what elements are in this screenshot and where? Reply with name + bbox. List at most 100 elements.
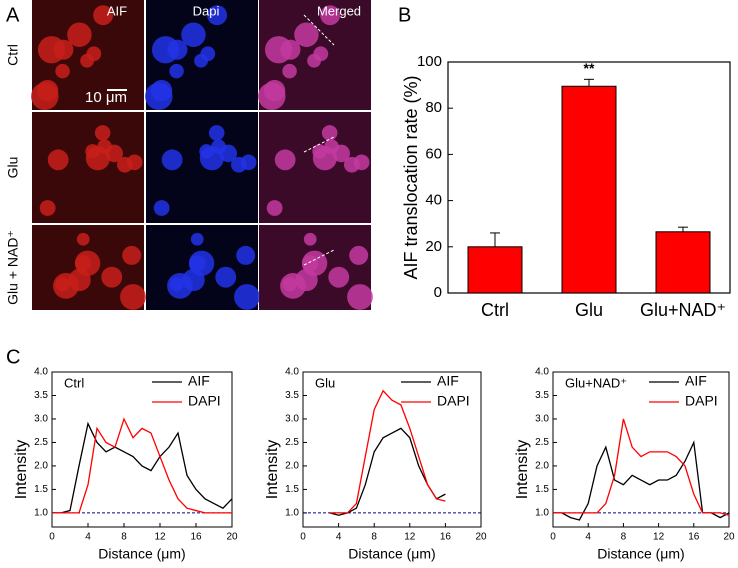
panel-label: B <box>398 4 411 26</box>
x-tick-label: 20 <box>475 532 487 543</box>
chart-title: Glu <box>315 375 335 390</box>
legend-label: AIF <box>188 373 210 389</box>
scale-bar-label: 10 μm <box>85 89 127 106</box>
series-line <box>553 440 730 521</box>
y-tick-label: 3.0 <box>535 414 549 425</box>
x-tick-label: Glu+NAD⁺ <box>640 300 726 320</box>
series-line <box>329 389 446 514</box>
profile-line <box>303 14 335 46</box>
cell <box>215 266 237 288</box>
y-tick-label: 1.0 <box>535 508 549 519</box>
plot-frame <box>51 371 233 528</box>
cell <box>234 284 260 310</box>
profile-line <box>303 136 335 153</box>
cell <box>347 284 373 310</box>
y-tick-label: 2.5 <box>34 437 48 448</box>
legend-label: AIF <box>685 373 707 389</box>
y-axis-label: Intensity <box>13 440 30 500</box>
cell <box>85 146 110 171</box>
cell <box>349 245 369 265</box>
y-tick-label: 3.5 <box>34 390 48 401</box>
legend-label: DAPI <box>437 393 470 409</box>
y-tick-label: 3.0 <box>34 414 48 425</box>
x-tick-label: 8 <box>371 532 377 543</box>
y-tick-label: 2.5 <box>285 437 299 448</box>
cell <box>47 149 69 171</box>
cell <box>116 156 133 173</box>
cell <box>67 22 92 47</box>
cell <box>258 82 286 111</box>
x-tick-label: 4 <box>336 532 342 543</box>
cell <box>39 200 56 216</box>
series-line <box>553 418 730 516</box>
cell <box>266 200 283 216</box>
cell <box>294 22 319 47</box>
cell <box>321 125 338 141</box>
cell <box>274 149 296 171</box>
x-tick-label: Ctrl <box>481 300 509 320</box>
cell <box>161 149 183 171</box>
bar <box>561 85 617 294</box>
y-tick-label: 1.5 <box>535 484 549 495</box>
cell <box>189 255 206 272</box>
legend-label: DAPI <box>188 393 221 409</box>
y-tick-label: 4.0 <box>285 367 299 378</box>
cell <box>230 156 247 173</box>
panel-label: C <box>6 346 20 368</box>
series-line <box>52 417 232 514</box>
micrographs <box>31 0 373 310</box>
cell <box>53 273 79 299</box>
row-label: Ctrl <box>5 44 21 66</box>
cell <box>207 5 228 26</box>
x-tick-label: 0 <box>49 532 55 543</box>
x-tick-label: Glu <box>575 300 603 320</box>
cell <box>55 63 70 79</box>
cell <box>200 46 216 62</box>
y-tick-label: 4.0 <box>535 367 549 378</box>
cell <box>264 36 293 64</box>
x-tick-label: 20 <box>226 532 238 543</box>
plot-frame <box>302 371 482 528</box>
panel-label: A <box>6 4 20 26</box>
y-tick-label: 3.5 <box>285 390 299 401</box>
cell <box>145 82 173 111</box>
row-label: Glu <box>5 157 21 179</box>
row-label: Glu + NAD⁺ <box>5 230 21 305</box>
x-axis-label: Distance (μm) <box>348 546 435 562</box>
x-tick-label: 16 <box>688 532 700 543</box>
cell <box>37 36 66 64</box>
x-tick-label: 16 <box>440 532 452 543</box>
y-tick-label: 80 <box>425 99 442 116</box>
y-tick-label: 1.5 <box>34 484 48 495</box>
x-tick-label: 8 <box>121 532 127 543</box>
cell <box>151 36 180 64</box>
cell <box>101 266 123 288</box>
x-tick-label: 0 <box>550 532 556 543</box>
y-axis-label: Intensity <box>514 440 531 500</box>
y-tick-label: 3.0 <box>285 414 299 425</box>
column-label: Dapi <box>193 3 220 18</box>
x-tick-label: 8 <box>621 532 627 543</box>
plot-frame <box>552 371 730 528</box>
cell <box>282 63 297 79</box>
y-tick-label: 2.0 <box>34 461 48 472</box>
cell <box>343 156 360 173</box>
x-tick-label: 4 <box>585 532 591 543</box>
legend-label: DAPI <box>685 393 718 409</box>
x-tick-label: 20 <box>723 532 735 543</box>
x-tick-label: 0 <box>300 532 306 543</box>
y-tick-label: 4.0 <box>34 367 48 378</box>
cell <box>93 5 114 26</box>
cell <box>75 255 92 272</box>
y-tick-label: 3.5 <box>535 390 549 401</box>
y-tick-label: 1.0 <box>34 508 48 519</box>
y-axis-label: AIF translocation rate (%) <box>401 75 421 279</box>
y-tick-label: 1.5 <box>285 484 299 495</box>
cell <box>328 266 350 288</box>
y-axis-label: Intensity <box>264 440 281 500</box>
series-line <box>329 427 446 516</box>
cell <box>302 255 319 272</box>
x-tick-label: 12 <box>154 532 166 543</box>
y-tick-label: 60 <box>425 145 442 162</box>
